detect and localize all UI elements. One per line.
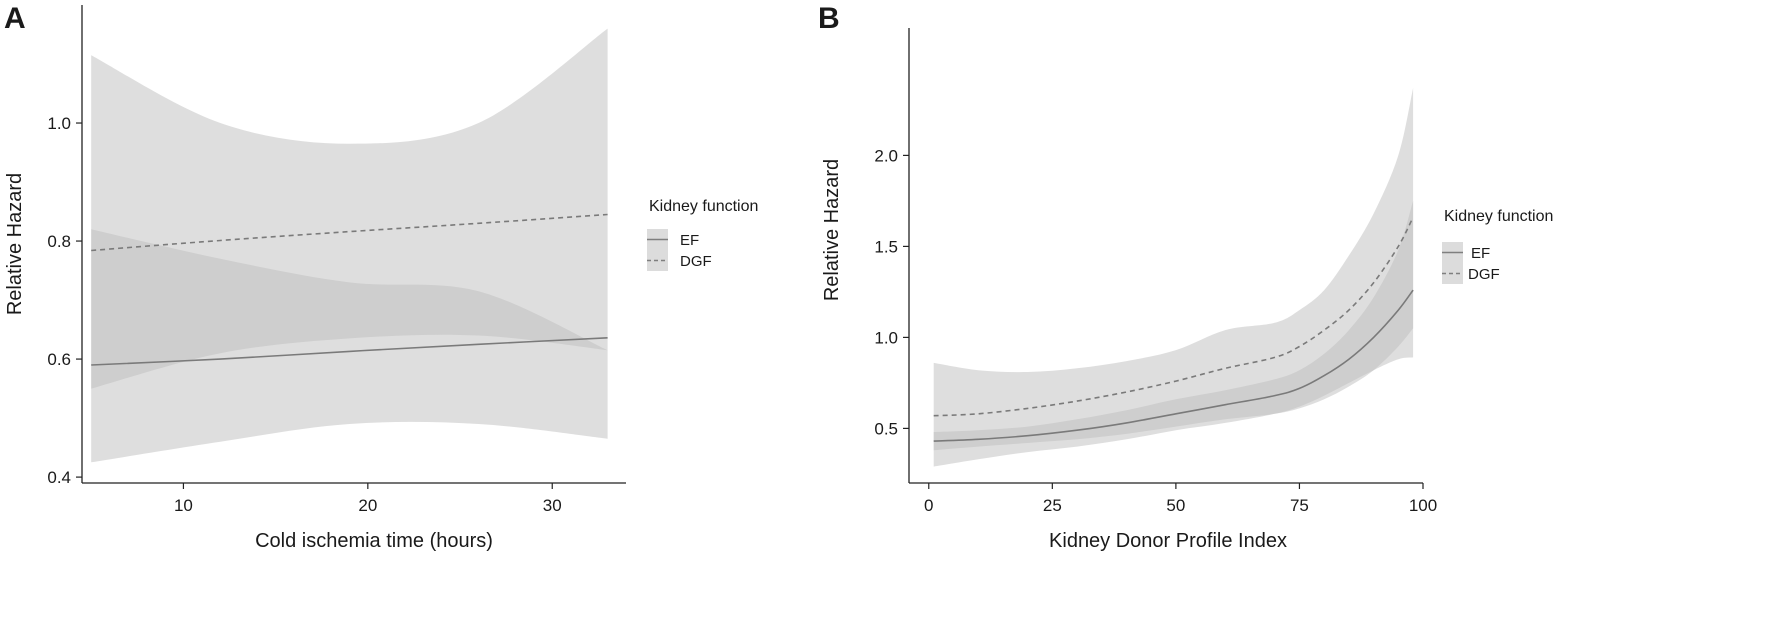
x-tick-label: 0 [924, 496, 933, 515]
panel-b-y-ticks: 0.5 1.0 1.5 2.0 [874, 146, 909, 438]
series-line-dgf [91, 213, 608, 252]
ci-band-dgf [91, 28, 608, 389]
panel-label-b: B [818, 2, 840, 35]
x-tick-label: 20 [358, 496, 377, 515]
x-tick-label: 50 [1166, 496, 1185, 515]
x-tick-label: 75 [1290, 496, 1309, 515]
y-tick-label: 0.6 [47, 350, 71, 369]
y-tick-label: 0.5 [874, 419, 898, 438]
x-tick-label: 25 [1043, 496, 1062, 515]
y-tick-label: 2.0 [874, 146, 898, 165]
series-line-dgf [933, 216, 1414, 417]
panel-b-legend-ef: EF [1471, 245, 1490, 262]
series-line-ef [933, 289, 1414, 442]
panel-a-legend: Kidney function EF DGF [647, 198, 758, 271]
panel-b-x-axis-label: Kidney Donor Profile Index [1049, 530, 1287, 552]
y-tick-label: 0.8 [47, 232, 71, 251]
panel-b: B 0.5 1.0 1.5 2.0 0 25 50 75 100 Kidney Donor P… [818, 2, 1553, 552]
panel-a-lines [91, 213, 608, 366]
panel-a-legend-dgf: DGF [680, 253, 712, 270]
panel-label-a: A [4, 2, 26, 35]
panel-b-x-ticks: 0 25 50 75 100 [924, 483, 1437, 515]
panel-b-legend-dgf: DGF [1468, 266, 1500, 283]
x-tick-label: 30 [543, 496, 562, 515]
y-tick-label: 1.5 [874, 237, 898, 256]
panel-a-y-axis-label: Relative Hazard [4, 173, 26, 315]
panel-a-y-ticks: 0.4 0.6 0.8 1.0 [47, 114, 82, 487]
y-tick-label: 1.0 [874, 328, 898, 347]
y-tick-label: 0.4 [47, 468, 71, 487]
y-tick-label: 1.0 [47, 114, 71, 133]
panel-a-legend-title: Kidney function [649, 198, 758, 215]
panel-a-legend-ef: EF [680, 232, 699, 249]
panel-b-legend: Kidney function EF DGF [1442, 208, 1553, 284]
panel-b-legend-title: Kidney function [1444, 208, 1553, 225]
panel-a-x-ticks: 10 20 30 [174, 483, 562, 515]
x-tick-label: 100 [1409, 496, 1437, 515]
series-line-ef [91, 337, 608, 366]
panel-a-bands [91, 28, 608, 463]
panel-b-bands [933, 88, 1414, 467]
panel-b-y-axis-label: Relative Hazard [821, 159, 843, 301]
ci-band-dgf [933, 88, 1414, 467]
x-tick-label: 10 [174, 496, 193, 515]
panel-a-x-axis-label: Cold ischemia time (hours) [255, 530, 493, 552]
panel-a: A 0.4 0.6 0.8 1.0 10 20 30 Cold ischemia time… [4, 2, 758, 552]
panel-b-lines [933, 216, 1414, 442]
